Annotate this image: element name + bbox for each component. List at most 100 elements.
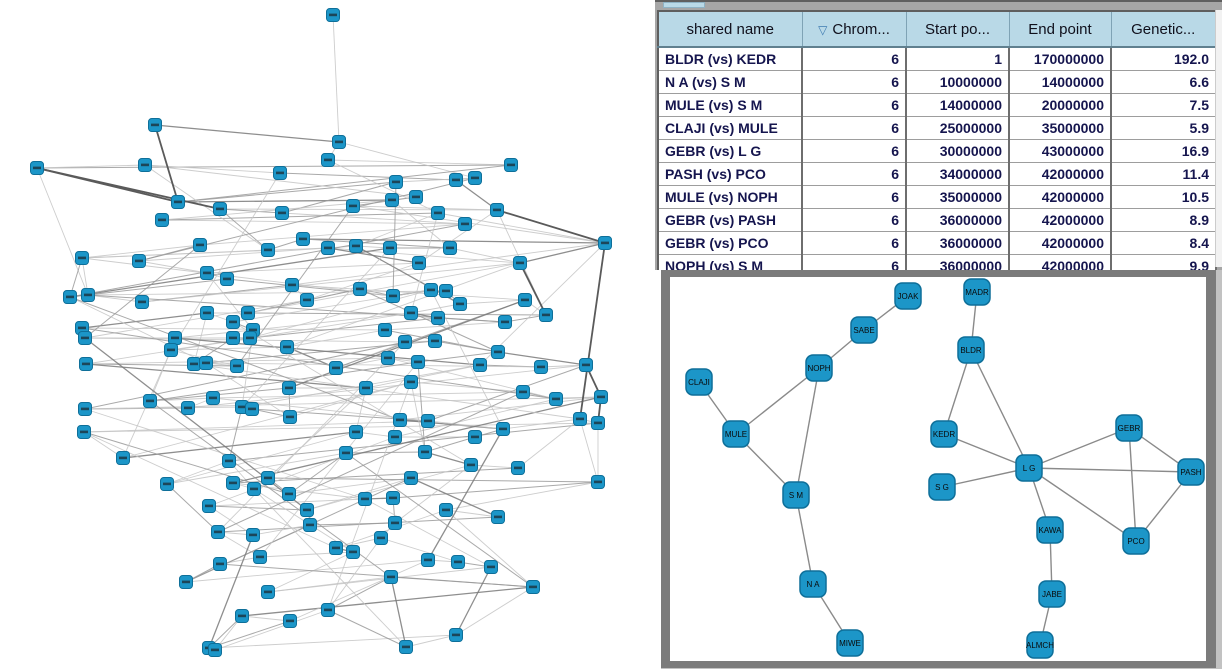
column-header-0[interactable]: shared name bbox=[657, 10, 803, 48]
network-edge[interactable] bbox=[161, 219, 466, 225]
network-edge[interactable] bbox=[410, 477, 499, 518]
overview-network-canvas[interactable] bbox=[0, 0, 655, 669]
network-node[interactable] bbox=[409, 190, 423, 204]
network-edge[interactable] bbox=[970, 349, 1030, 469]
network-node[interactable]: MADR bbox=[963, 278, 991, 306]
network-node[interactable] bbox=[202, 499, 216, 513]
network-edge[interactable] bbox=[219, 208, 269, 251]
network-edge[interactable] bbox=[352, 196, 417, 207]
network-edge[interactable] bbox=[279, 172, 457, 181]
network-edge[interactable] bbox=[289, 381, 412, 418]
network-edge[interactable] bbox=[424, 436, 476, 453]
network-node[interactable] bbox=[81, 288, 95, 302]
table-cell[interactable]: 8.4 bbox=[1111, 231, 1217, 255]
network-node[interactable] bbox=[349, 239, 363, 253]
network-edge[interactable] bbox=[84, 408, 366, 500]
network-node[interactable]: N A bbox=[799, 570, 827, 598]
network-edge[interactable] bbox=[327, 576, 392, 611]
network-node[interactable] bbox=[226, 315, 240, 329]
node-shape[interactable] bbox=[836, 629, 864, 657]
network-node[interactable] bbox=[464, 458, 478, 472]
network-node[interactable] bbox=[30, 161, 44, 175]
table-cell[interactable]: 170000000 bbox=[1009, 47, 1112, 71]
network-node[interactable]: KEDR bbox=[930, 420, 958, 448]
network-edge[interactable] bbox=[84, 299, 308, 339]
network-node[interactable] bbox=[300, 503, 314, 517]
network-node[interactable] bbox=[383, 241, 397, 255]
network-node[interactable] bbox=[235, 609, 249, 623]
network-edge[interactable] bbox=[170, 172, 281, 351]
network-node[interactable] bbox=[386, 491, 400, 505]
node-shape[interactable] bbox=[957, 336, 985, 364]
network-edge[interactable] bbox=[410, 303, 461, 314]
table-row[interactable]: GEBR (vs) PCO 6 36000000 42000000 8.4 bbox=[658, 231, 1217, 255]
network-node[interactable] bbox=[389, 175, 403, 189]
network-edge[interactable] bbox=[288, 452, 347, 495]
network-edge[interactable] bbox=[352, 205, 498, 211]
network-edge[interactable] bbox=[410, 381, 426, 453]
network-node[interactable] bbox=[164, 343, 178, 357]
network-edge[interactable] bbox=[84, 244, 201, 339]
table-row[interactable]: MULE (vs) NOPH 6 35000000 42000000 10.5 bbox=[658, 185, 1217, 209]
network-node[interactable] bbox=[573, 412, 587, 426]
table-row[interactable]: N A (vs) S M 6 10000000 14000000 6.6 bbox=[658, 70, 1217, 94]
table-cell[interactable]: CLAJI (vs) MULE bbox=[658, 116, 803, 140]
network-node[interactable] bbox=[449, 628, 463, 642]
network-edge[interactable] bbox=[391, 199, 451, 249]
network-node[interactable] bbox=[261, 585, 275, 599]
network-node[interactable] bbox=[594, 390, 608, 404]
node-shape[interactable] bbox=[722, 420, 750, 448]
column-header-4[interactable]: Genetic... bbox=[1110, 10, 1217, 48]
network-edge[interactable] bbox=[306, 262, 420, 301]
network-node[interactable] bbox=[285, 278, 299, 292]
network-edge[interactable] bbox=[219, 208, 283, 214]
network-node[interactable] bbox=[181, 401, 195, 415]
network-edge[interactable] bbox=[405, 634, 457, 648]
network-edge[interactable] bbox=[540, 364, 587, 368]
network-edge[interactable] bbox=[249, 289, 432, 339]
network-edge[interactable] bbox=[455, 586, 534, 636]
network-node[interactable]: KAWA bbox=[1036, 516, 1064, 544]
network-edge[interactable] bbox=[84, 341, 406, 410]
node-shape[interactable] bbox=[805, 354, 833, 382]
network-edge[interactable] bbox=[943, 349, 972, 435]
network-node[interactable] bbox=[468, 430, 482, 444]
network-edge[interactable] bbox=[122, 431, 357, 459]
network-node[interactable]: S M bbox=[782, 481, 810, 509]
network-node[interactable] bbox=[458, 217, 472, 231]
node-shape[interactable] bbox=[1122, 527, 1150, 555]
network-edge[interactable] bbox=[228, 406, 243, 462]
network-node[interactable] bbox=[496, 422, 510, 436]
node-shape[interactable] bbox=[963, 278, 991, 306]
network-node[interactable] bbox=[213, 557, 227, 571]
network-node[interactable] bbox=[591, 416, 605, 430]
network-edge[interactable] bbox=[519, 262, 547, 316]
network-edge[interactable] bbox=[291, 242, 606, 286]
table-cell[interactable]: 6 bbox=[802, 185, 907, 209]
network-node[interactable] bbox=[226, 476, 240, 490]
network-edge[interactable] bbox=[241, 586, 534, 617]
node-shape[interactable] bbox=[850, 316, 878, 344]
network-edge[interactable] bbox=[327, 609, 407, 648]
network-edge[interactable] bbox=[327, 537, 382, 611]
network-node[interactable] bbox=[200, 266, 214, 280]
column-header-1[interactable]: ▽ Chrom... bbox=[801, 10, 907, 48]
network-edge[interactable] bbox=[735, 367, 820, 435]
table-cell[interactable]: 14000000 bbox=[1009, 70, 1112, 94]
network-edge[interactable] bbox=[355, 387, 367, 433]
network-edge[interactable] bbox=[380, 537, 459, 563]
table-row[interactable]: BLDR (vs) KEDR 6 1 170000000 192.0 bbox=[658, 47, 1217, 71]
table-cell[interactable]: GEBR (vs) PCO bbox=[658, 231, 803, 255]
network-node[interactable] bbox=[246, 528, 260, 542]
network-edge[interactable] bbox=[185, 559, 429, 583]
network-node[interactable]: S G bbox=[928, 473, 956, 501]
table-cell[interactable]: 25000000 bbox=[906, 116, 1010, 140]
network-node[interactable] bbox=[273, 166, 287, 180]
network-node[interactable] bbox=[143, 394, 157, 408]
network-edge[interactable] bbox=[206, 272, 254, 331]
table-cell[interactable]: 42000000 bbox=[1009, 231, 1112, 255]
network-node[interactable] bbox=[303, 518, 317, 532]
network-edge[interactable] bbox=[149, 397, 214, 402]
network-node[interactable] bbox=[388, 430, 402, 444]
table-cell[interactable]: 7.5 bbox=[1111, 93, 1217, 117]
